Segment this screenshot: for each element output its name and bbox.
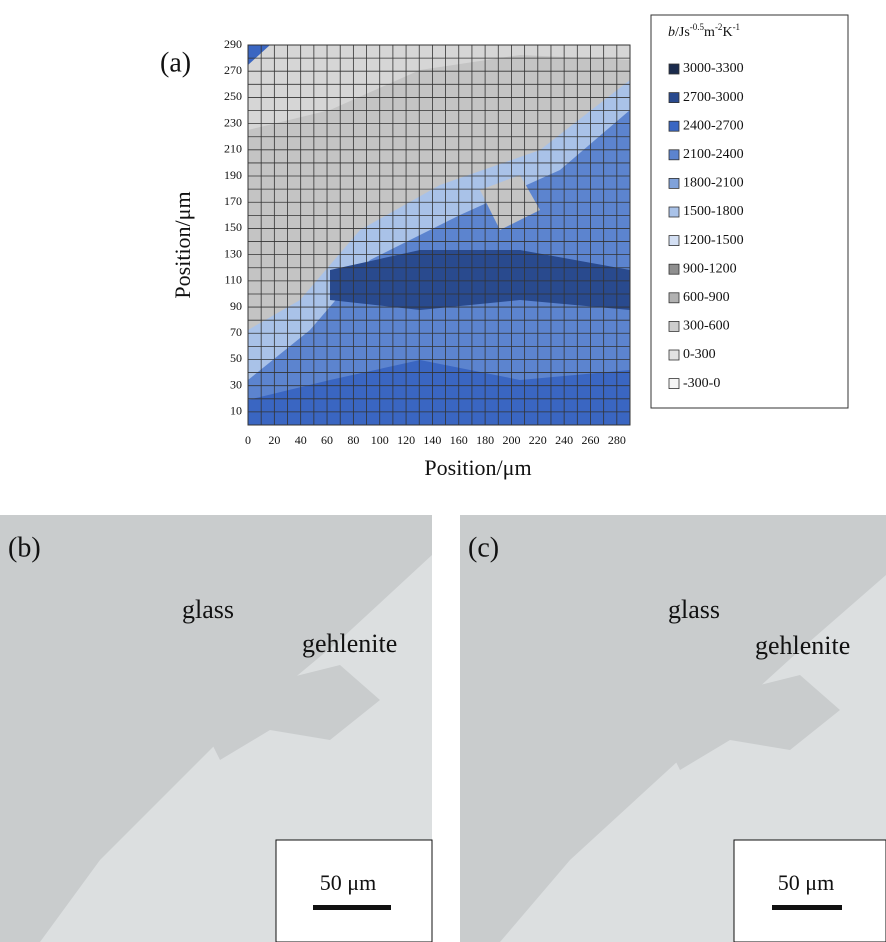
x-tick-label: 140 — [423, 433, 441, 447]
legend-swatch — [669, 350, 679, 360]
y-axis-label: Position/μm — [170, 191, 195, 298]
legend-label: 1800-2100 — [683, 176, 744, 191]
y-tick-label: 50 — [230, 351, 242, 365]
legend-swatch — [669, 379, 679, 389]
legend-label: 1500-1800 — [683, 204, 744, 219]
legend-label: 0-300 — [683, 347, 716, 362]
x-tick-label: 60 — [321, 433, 333, 447]
legend-title-part: -0.5 — [690, 22, 705, 32]
legend-swatch — [669, 121, 679, 131]
y-tick-label: 230 — [224, 115, 242, 129]
scale-bar-label: 50 μm — [320, 870, 376, 895]
y-tick-label: 190 — [224, 168, 242, 182]
y-tick-label: 290 — [224, 37, 242, 51]
legend-swatch — [669, 293, 679, 303]
legend-swatch — [669, 178, 679, 188]
y-tick-label: 210 — [224, 142, 242, 156]
x-tick-label: 180 — [476, 433, 494, 447]
contour-map — [248, 45, 630, 425]
legend-label: 2100-2400 — [683, 147, 744, 162]
y-tick-label: 10 — [230, 404, 242, 418]
legend-swatch — [669, 207, 679, 217]
x-tick-label: 100 — [371, 433, 389, 447]
y-tick-label: 270 — [224, 63, 242, 77]
y-tick-label: 110 — [224, 273, 242, 287]
phase-label: glass — [668, 595, 720, 624]
figure-canvas: (a) Position/μm Position/μm b/Js-0.5m-2K… — [0, 0, 886, 942]
x-tick-label: 120 — [397, 433, 415, 447]
scale-bar — [772, 905, 842, 910]
micrograph-c: (c) glass gehlenite 50 μm — [460, 515, 886, 942]
legend-title-part: b — [668, 25, 675, 40]
legend-label: 300-600 — [683, 319, 730, 334]
y-tick-label: 150 — [224, 220, 242, 234]
legend-swatch — [669, 264, 679, 274]
x-tick-label: 20 — [268, 433, 280, 447]
legend-swatch — [669, 150, 679, 160]
legend-title-part: K — [722, 25, 732, 40]
legend-title-part: -1 — [733, 22, 741, 32]
y-tick-label: 250 — [224, 89, 242, 103]
legend-label: 900-1200 — [683, 261, 737, 276]
legend-label: -300-0 — [683, 376, 720, 391]
phase-label: glass — [182, 595, 234, 624]
legend-label: 600-900 — [683, 290, 730, 305]
legend-title-part: -2 — [715, 22, 723, 32]
x-tick-label: 260 — [581, 433, 599, 447]
micrograph-b: (b) glass gehlenite 50 μm — [0, 515, 432, 942]
y-tick-label: 70 — [230, 325, 242, 339]
legend-label: 1200-1500 — [683, 233, 744, 248]
legend-box — [651, 15, 848, 408]
x-tick-label: 160 — [450, 433, 468, 447]
x-tick-label: 220 — [529, 433, 547, 447]
panel-label: (b) — [8, 532, 41, 563]
legend-swatch — [669, 321, 679, 331]
x-tick-label: 280 — [608, 433, 626, 447]
panel-label: (c) — [468, 532, 499, 563]
scale-bar — [313, 905, 391, 910]
x-tick-label: 0 — [245, 433, 251, 447]
y-tick-label: 170 — [224, 194, 242, 208]
x-axis-label: Position/μm — [424, 455, 531, 480]
legend-label: 2700-3000 — [683, 90, 744, 105]
legend-label: 3000-3300 — [683, 61, 744, 76]
figure: (a) Position/μm Position/μm b/Js-0.5m-2K… — [0, 0, 886, 942]
phase-label: gehlenite — [755, 631, 850, 660]
legend-title-part: m — [704, 25, 715, 40]
y-tick-label: 30 — [230, 377, 242, 391]
y-tick-label: 90 — [230, 299, 242, 313]
legend-swatch — [669, 93, 679, 103]
legend-swatch — [669, 64, 679, 74]
legend-swatch — [669, 236, 679, 246]
legend-title: b/Js-0.5m-2K-1 — [668, 22, 740, 40]
phase-label: gehlenite — [302, 629, 397, 658]
legend-title-part: /Js — [675, 25, 690, 40]
legend-label: 2400-2700 — [683, 118, 744, 133]
x-tick-label: 80 — [347, 433, 359, 447]
x-tick-label: 240 — [555, 433, 573, 447]
x-tick-label: 40 — [295, 433, 307, 447]
x-tick-label: 200 — [502, 433, 520, 447]
scale-bar-label: 50 μm — [778, 870, 834, 895]
panel-label: (a) — [160, 47, 191, 78]
y-tick-label: 130 — [224, 246, 242, 260]
